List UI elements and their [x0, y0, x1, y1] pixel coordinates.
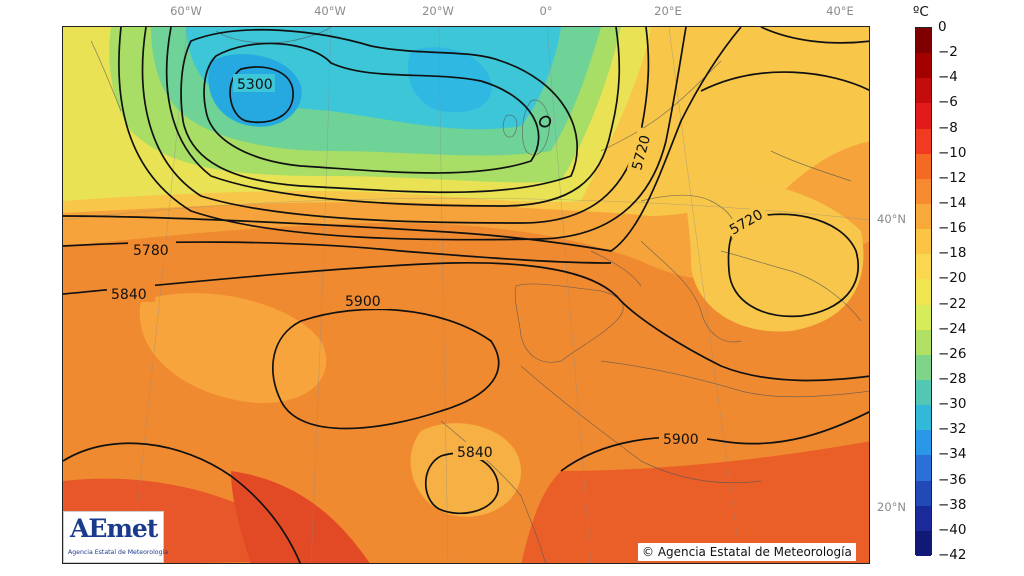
colorbar-label: −18: [938, 245, 967, 262]
colorbar-segment: [916, 204, 931, 230]
colorbar-label: −16: [938, 220, 967, 237]
colorbar-label: −32: [938, 421, 967, 438]
contour-label-bg: [453, 442, 501, 460]
colorbar-label: −22: [938, 295, 967, 312]
colorbar-segment: [916, 103, 931, 130]
colorbar-label: −2: [938, 44, 958, 61]
contour-label-5840-africa: 5840: [457, 445, 493, 461]
field-warm-se: [521, 441, 869, 563]
colorbar-segment: [916, 405, 931, 431]
weather-map[interactable]: 5300 5720 5720 5780 5840 5900 5840 5900: [62, 26, 870, 564]
aemet-logo: AEmet Agencia Estatal de Meteorología: [63, 511, 168, 563]
colorbar-segment: [916, 430, 931, 456]
colorbar-label: −14: [938, 195, 967, 211]
colorbar-label: −12: [938, 169, 967, 186]
aemet-logo-subtitle: Agencia Estatal de Meteorología: [68, 549, 169, 556]
contour-label-5900-east: 5900: [663, 432, 699, 448]
lon-tick-60w: 60°W: [170, 4, 202, 18]
colorbar-segment: [916, 329, 931, 356]
colorbar-segment: [916, 455, 931, 482]
colorbar-unit: ºC: [913, 4, 929, 20]
temperature-colorbar: [915, 27, 932, 557]
colorbar-label: −34: [938, 446, 967, 463]
contour-label-bg: [128, 240, 176, 258]
colorbar-label: −36: [938, 471, 967, 488]
colorbar-segment: [916, 304, 931, 331]
copyright-credit: © Agencia Estatal de Meteorología: [638, 543, 856, 561]
colorbar-segment: [916, 480, 931, 507]
contour-label-bg: [107, 284, 155, 302]
field-hot-patch: [231, 471, 370, 563]
lon-tick-40e: 40°E: [826, 4, 854, 18]
colorbar-segment: [916, 78, 931, 104]
contour-label-bg: [724, 202, 770, 240]
colorbar-label: −24: [938, 320, 967, 337]
contour-label-5900-west: 5900: [345, 294, 381, 310]
colorbar-label: −6: [938, 94, 958, 111]
colorbar-segment: [916, 254, 931, 280]
colorbar-segment: [916, 354, 931, 381]
colorbar-label: −4: [938, 69, 958, 86]
contour-label-bg: [341, 291, 389, 309]
colorbar-segment: [916, 229, 931, 255]
lon-tick-0: 0°: [539, 4, 553, 18]
colorbar-label: −8: [938, 119, 958, 136]
colorbar-segment: [916, 128, 931, 155]
coastlines: [90, 27, 869, 563]
colorbar-label: −42: [938, 547, 967, 563]
colorbar-segment: [916, 153, 931, 180]
colorbar-segment: [916, 28, 931, 54]
colorbar-segment: [916, 505, 931, 532]
field-orange-patch: [139, 293, 327, 403]
colorbar-segment: [916, 53, 931, 79]
colorbar-label: −30: [938, 396, 967, 413]
colorbar-segment: [916, 279, 931, 306]
colorbar-label: −40: [938, 521, 967, 538]
colorbar-segment: [916, 178, 931, 205]
lon-tick-20e: 20°E: [654, 4, 682, 18]
colorbar-label: −10: [938, 144, 967, 161]
colorbar-label: −38: [938, 496, 967, 513]
contour-label-5840-west: 5840: [111, 287, 147, 303]
aemet-logo-text: AEmet: [70, 514, 158, 543]
colorbar-label: −20: [938, 270, 967, 287]
contour-label-5780: 5780: [133, 243, 169, 259]
contour-label-bg: [626, 126, 656, 174]
contour-labels: 5300 5720 5720 5780 5840 5900 5840 5900: [107, 74, 770, 461]
colorbar-label: −28: [938, 371, 967, 387]
contour-label-bg: [233, 74, 275, 92]
contour-label-bg: [659, 429, 707, 447]
lat-tick-20n: 20°N: [877, 500, 906, 514]
colorbar-label: −26: [938, 345, 967, 362]
colorbar-segment: [916, 530, 931, 557]
contour-label-5300: 5300: [237, 77, 273, 93]
weather-map-canvas: 5300 5720 5720 5780 5840 5900 5840 5900: [63, 27, 869, 563]
field-cold-core-east: [407, 47, 492, 113]
lon-tick-40w: 40°W: [314, 4, 346, 18]
lat-tick-40n: 40°N: [877, 212, 906, 226]
colorbar-segment: [916, 380, 931, 406]
colorbar-label: 0: [938, 19, 947, 35]
lon-tick-20w: 20°W: [422, 4, 454, 18]
